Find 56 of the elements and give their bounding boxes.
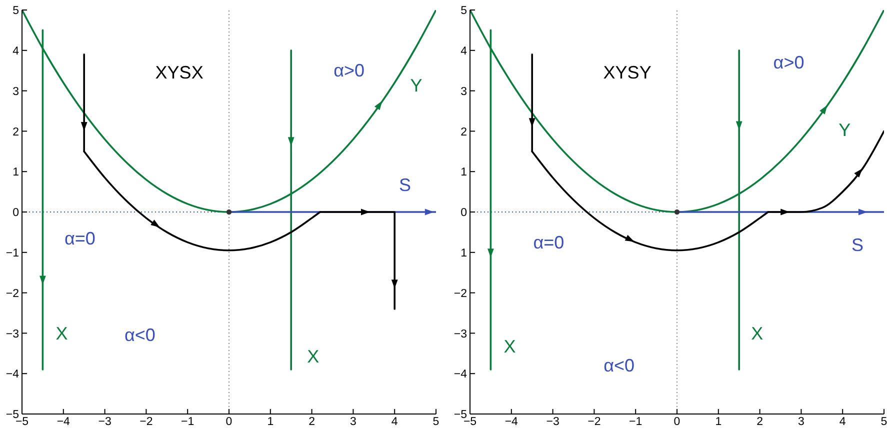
y-tick-label: 4 [12,45,20,58]
x-tick-label: 5 [880,416,887,428]
annotation: α>0 [334,60,365,81]
x-tick-label: 5 [432,416,440,428]
series-label: S [398,175,412,195]
x-tick-label: −2 [140,416,153,428]
x-tick-label: −4 [504,416,519,428]
x-tick-label: −3 [546,416,560,428]
x-tick-label: 0 [226,416,232,428]
y-tick-label: 2 [460,126,467,138]
series-label: X [307,346,320,367]
x-tick-label: 3 [798,416,804,428]
y-tick-label: 5 [12,5,19,18]
series-label: X [751,324,764,344]
annotation: S [851,235,864,256]
y-tick-label: −4 [454,368,468,381]
y-tick-label: 0 [12,207,19,220]
annotation: α<0 [604,356,635,376]
x-tick-label: −2 [588,416,601,428]
y-tick-label: 4 [460,45,468,58]
y-tick-label: 3 [460,86,467,98]
annotation: α>0 [773,52,804,73]
y-tick-label: −4 [6,368,20,381]
x-tick-label: 4 [839,416,846,428]
annotation: α<0 [124,325,156,346]
x-tick-label: 1 [267,416,274,428]
y-tick-label: 1 [460,247,467,260]
x-tick-label: 1 [715,416,722,428]
x-tick-label: 2 [308,416,316,428]
annotation: Y [838,120,851,140]
series-label: Y [410,75,422,96]
x-tick-label: 2 [756,416,764,428]
x-tick-label: 0 [674,416,680,428]
series-label: X [504,336,516,357]
annotation: α=0 [64,228,96,248]
y-tick-label: 1 [12,166,19,179]
x-tick-label: −1 [181,416,194,428]
y-tick-label: 1 [460,166,467,179]
y-tick-label: 5 [460,5,467,18]
y-tick-label: 2 [12,126,19,138]
text: XYSY [603,62,652,83]
y-tick-label: 0 [460,207,467,220]
y-tick-label: −3 [454,328,467,340]
y-tick-label: −2 [454,288,467,300]
y-tick-label: −1 [6,247,19,260]
x-tick-label: −3 [98,416,112,428]
x-tick-label: 4 [391,416,398,428]
series-label: X [56,324,68,344]
x-tick-label: 3 [350,416,356,428]
annotation: α=0 [533,232,564,252]
y-tick-label: −3 [6,328,19,340]
y-tick-label: 3 [12,86,19,98]
x-tick-label: −1 [629,416,642,428]
text: XYSX [155,62,204,83]
y-tick-label: −2 [6,288,19,300]
x-tick-label: −4 [56,416,71,428]
